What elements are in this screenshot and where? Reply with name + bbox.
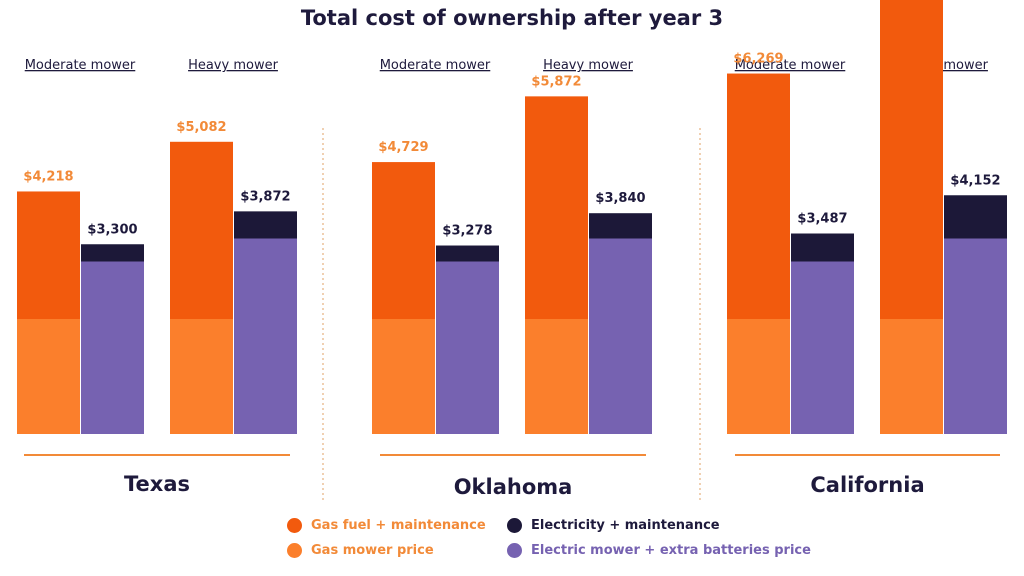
- bar-electric-price-oklahoma-heavy: [589, 238, 652, 434]
- legend-item-electric-price: Electric mower + extra batteries price: [507, 543, 811, 558]
- legend-label-gas-fuel: Gas fuel + maintenance: [311, 518, 486, 533]
- chart-title: Total cost of ownership after year 3: [300, 6, 724, 30]
- label-electric-total-oklahoma-heavy: $3,840: [595, 191, 645, 206]
- bar-gas-price-california-moderate: [727, 319, 790, 434]
- bar-electricity-california-moderate: [791, 233, 854, 262]
- bar-electric-price-oklahoma-moderate: [436, 261, 499, 434]
- bar-gas-fuel-california-moderate: [727, 73, 790, 319]
- label-gas-total-texas-moderate: $4,218: [23, 169, 73, 184]
- bar-electricity-texas-moderate: [81, 244, 144, 262]
- legend-swatch-gas-price: [287, 543, 302, 558]
- label-electric-total-california-heavy: $4,152: [950, 173, 1000, 188]
- legend-item-gas-fuel: Gas fuel + maintenance: [287, 518, 486, 533]
- bar-electric-price-texas-moderate: [81, 261, 144, 434]
- bar-electricity-texas-heavy: [234, 211, 297, 239]
- bar-gas-fuel-texas-moderate: [17, 191, 80, 319]
- bar-gas-fuel-california-heavy: [880, 0, 943, 320]
- group-label-oklahoma-heavy: Heavy mower: [543, 58, 634, 73]
- bar-electricity-california-heavy: [944, 195, 1007, 239]
- bar-gas-price-oklahoma-heavy: [525, 319, 588, 434]
- group-label-california-moderate: Moderate mower: [735, 58, 846, 73]
- bar-gas-price-texas-moderate: [17, 319, 80, 434]
- label-gas-total-texas-heavy: $5,082: [176, 120, 226, 135]
- group-label-texas-moderate: Moderate mower: [25, 58, 136, 73]
- legend-swatch-gas-fuel: [287, 518, 302, 533]
- legend-label-gas-price: Gas mower price: [311, 543, 434, 558]
- legend-item-electricity: Electricity + maintenance: [507, 518, 720, 533]
- bar-electric-price-texas-heavy: [234, 238, 297, 434]
- bar-electric-price-california-moderate: [791, 261, 854, 434]
- label-electric-total-texas-heavy: $3,872: [240, 189, 290, 204]
- bar-electric-price-california-heavy: [944, 238, 1007, 434]
- label-electric-total-california-moderate: $3,487: [797, 211, 847, 226]
- label-gas-total-california-moderate: $6,269: [733, 52, 783, 67]
- label-gas-total-oklahoma-heavy: $5,872: [531, 74, 581, 89]
- legend-swatch-electricity: [507, 518, 522, 533]
- label-electric-total-oklahoma-moderate: $3,278: [442, 224, 492, 239]
- label-gas-total-oklahoma-moderate: $4,729: [378, 140, 428, 155]
- bar-gas-price-california-heavy: [880, 319, 943, 434]
- legend-swatch-electric-price: [507, 543, 522, 558]
- group-label-oklahoma-moderate: Moderate mower: [380, 58, 491, 73]
- legend-label-electric-price: Electric mower + extra batteries price: [531, 543, 811, 558]
- bar-gas-fuel-oklahoma-heavy: [525, 96, 588, 319]
- bar-gas-price-oklahoma-moderate: [372, 319, 435, 434]
- legend-label-electricity: Electricity + maintenance: [531, 518, 720, 533]
- bar-electricity-oklahoma-moderate: [436, 245, 499, 262]
- bar-gas-fuel-texas-heavy: [170, 141, 233, 319]
- bar-electricity-oklahoma-heavy: [589, 213, 652, 239]
- legend-item-gas-price: Gas mower price: [287, 543, 434, 558]
- bar-gas-price-texas-heavy: [170, 319, 233, 434]
- label-electric-total-texas-moderate: $3,300: [87, 222, 137, 237]
- state-label-texas: Texas: [124, 472, 190, 496]
- state-label-california: California: [810, 473, 924, 497]
- bar-gas-fuel-oklahoma-moderate: [372, 162, 435, 319]
- group-label-texas-heavy: Heavy mower: [188, 58, 279, 73]
- state-label-oklahoma: Oklahoma: [454, 475, 573, 499]
